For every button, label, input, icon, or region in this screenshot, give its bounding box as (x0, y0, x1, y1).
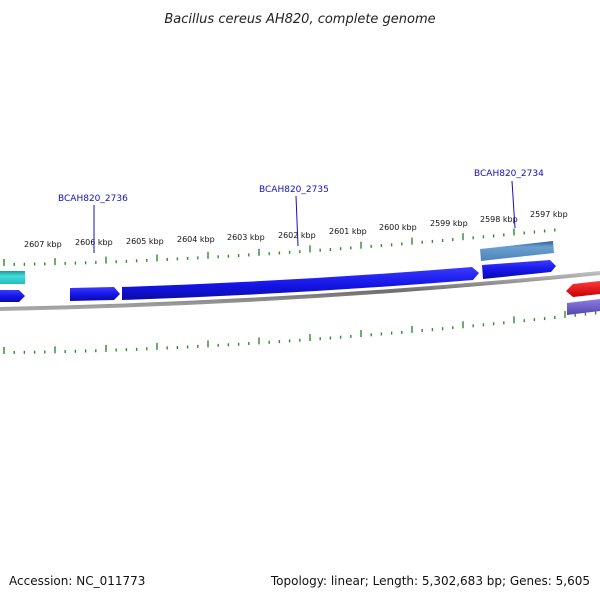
genome-summary: Topology: linear; Length: 5,302,683 bp; … (270, 574, 590, 588)
reverse-gene-track (566, 281, 600, 315)
inner-tick-ring (3, 310, 597, 354)
tick-label-2601: 2601 kbp (329, 227, 367, 236)
tick-label-2600: 2600 kbp (379, 223, 417, 232)
gene-BCAH820_2734-highlight[interactable] (480, 241, 554, 261)
tick-labels: 2607 kbp 2606 kbp 2605 kbp 2604 kbp 2603… (24, 210, 568, 249)
gene-BCAH820_2736[interactable] (70, 287, 120, 301)
gene-label-BCAH820_2736[interactable]: BCAH820_2736 (58, 194, 128, 253)
gene-label-text: BCAH820_2734 (474, 169, 544, 179)
gene-blue-left[interactable] (0, 290, 25, 302)
gene-leader-line (511, 180, 516, 229)
gene-label-text: BCAH820_2735 (259, 185, 329, 195)
gene-BCAH820_2735[interactable] (122, 267, 479, 300)
gene-red[interactable] (566, 281, 600, 297)
tick-label-2603: 2603 kbp (227, 233, 265, 242)
tick-label-2598: 2598 kbp (480, 215, 518, 224)
gene-label-text: BCAH820_2736 (58, 194, 128, 204)
tick-label-2597: 2597 kbp (530, 210, 568, 219)
outer-tick-ring (3, 228, 556, 266)
gene-leader-line (295, 195, 299, 247)
gene-label-BCAH820_2734[interactable]: BCAH820_2734 (474, 169, 544, 229)
map-title: Bacillus cereus AH820, complete genome (164, 12, 435, 27)
gene-label-BCAH820_2735[interactable]: BCAH820_2735 (259, 185, 329, 247)
tick-label-2607: 2607 kbp (24, 240, 62, 249)
gene-blue-right[interactable] (482, 260, 556, 279)
tick-label-2604: 2604 kbp (177, 235, 215, 244)
tick-label-2599: 2599 kbp (430, 219, 468, 228)
tick-label-2602: 2602 kbp (278, 231, 316, 240)
tick-label-2605: 2605 kbp (126, 237, 164, 246)
gene-cyan[interactable] (0, 271, 25, 284)
forward-gene-track (0, 241, 556, 302)
accession-label: Accession: NC_011773 (9, 574, 146, 588)
genome-backbone (0, 271, 600, 311)
gene-purple[interactable] (567, 299, 600, 315)
